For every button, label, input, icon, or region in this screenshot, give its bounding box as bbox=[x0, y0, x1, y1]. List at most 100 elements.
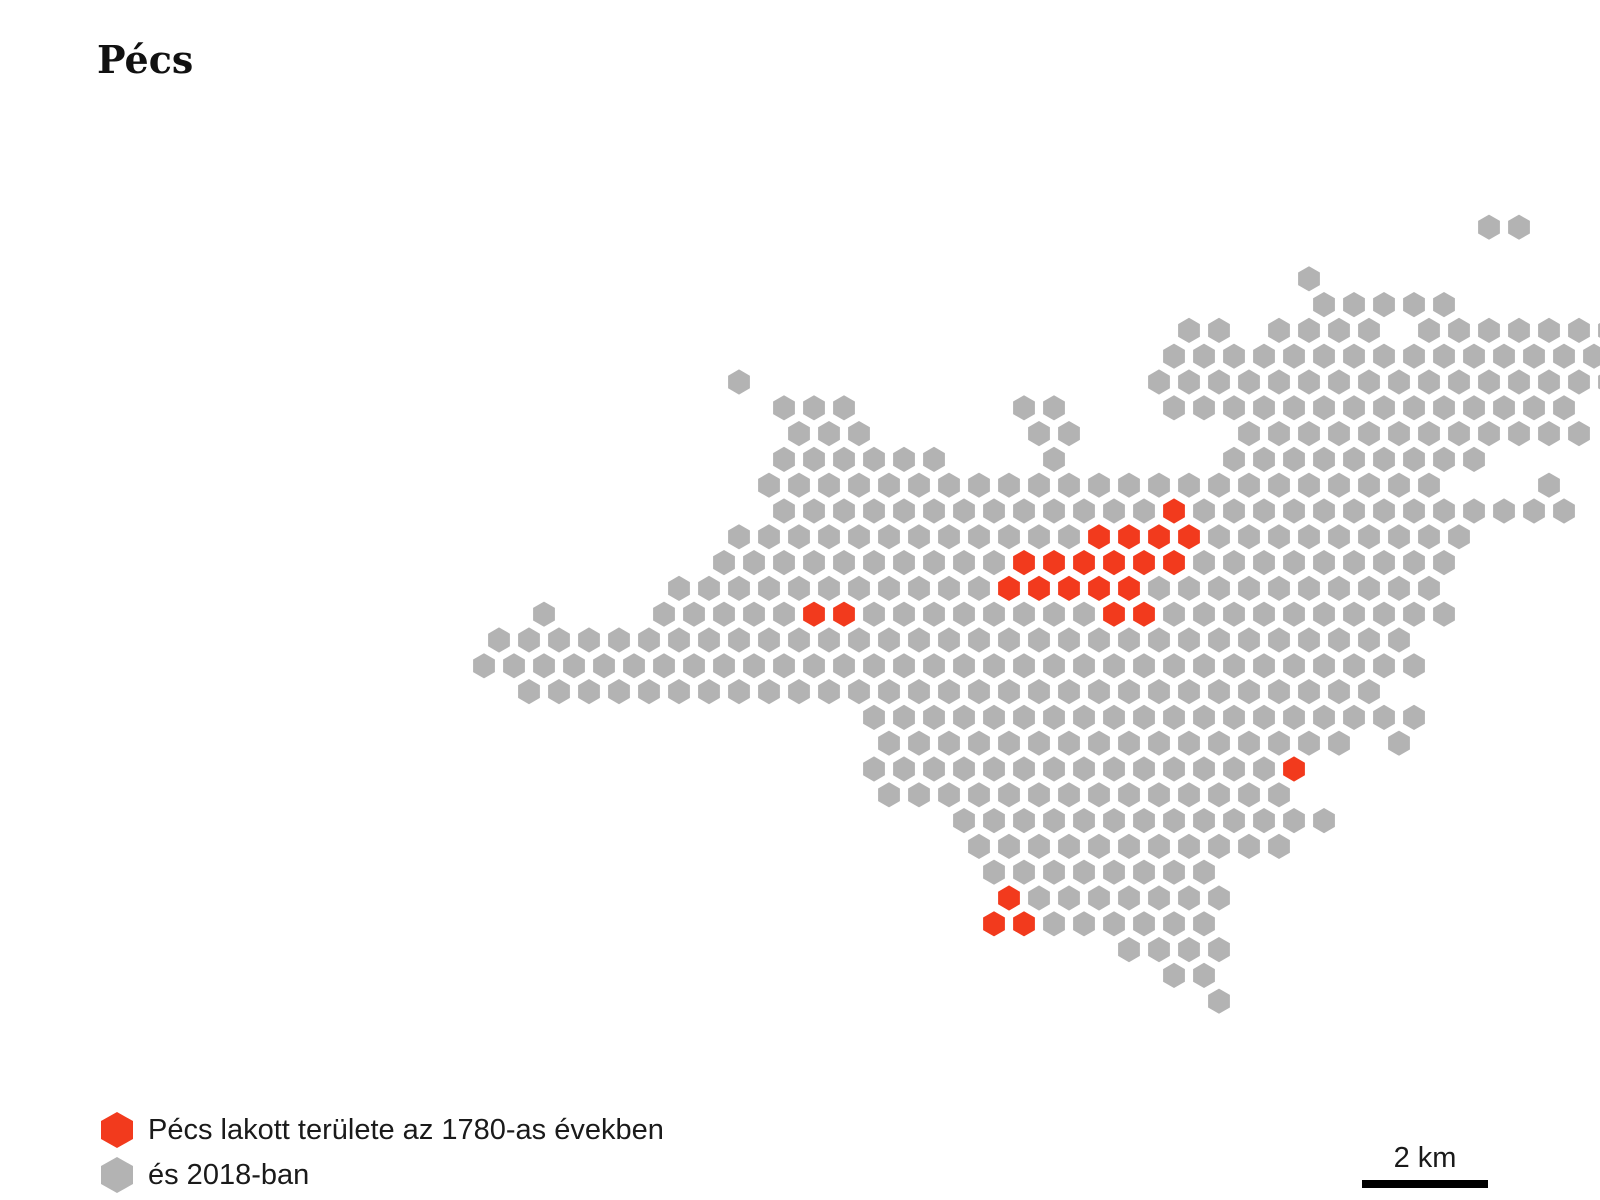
hex-cell-2018 bbox=[1283, 550, 1305, 576]
hex-cell-2018 bbox=[788, 575, 810, 601]
hex-cell-2018 bbox=[1298, 730, 1320, 756]
hex-cell-2018 bbox=[1043, 859, 1065, 885]
hex-cell-2018 bbox=[773, 550, 795, 576]
hex-cell-2018 bbox=[1343, 446, 1365, 472]
hex-cell-2018 bbox=[923, 446, 945, 472]
hex-cell-2018 bbox=[1088, 885, 1110, 911]
hex-cell-2018 bbox=[1493, 395, 1515, 421]
map-title: Pécs bbox=[97, 37, 194, 82]
hex-cell-2018 bbox=[1073, 601, 1095, 627]
hex-cell-2018 bbox=[1403, 498, 1425, 524]
hex-cell-2018 bbox=[1388, 524, 1410, 550]
hex-cell-2018 bbox=[1013, 808, 1035, 834]
hex-cell-2018 bbox=[533, 601, 555, 627]
hex-cell-2018 bbox=[1283, 498, 1305, 524]
hex-cell-2018 bbox=[968, 679, 990, 705]
hex-cell-2018 bbox=[1313, 395, 1335, 421]
hex-cell-1780s bbox=[1163, 550, 1185, 576]
hex-cell-2018 bbox=[968, 524, 990, 550]
hex-cell-2018 bbox=[863, 498, 885, 524]
hex-cell-2018 bbox=[1088, 833, 1110, 859]
hex-cell-2018 bbox=[1298, 472, 1320, 498]
hex-cell-1780s bbox=[1283, 756, 1305, 782]
hex-cell-2018 bbox=[1148, 369, 1170, 395]
hex-cell-2018 bbox=[1328, 421, 1350, 447]
hex-cell-1780s bbox=[1118, 524, 1140, 550]
hex-cell-2018 bbox=[1238, 524, 1260, 550]
hex-cell-2018 bbox=[1013, 498, 1035, 524]
hex-cell-2018 bbox=[1133, 911, 1155, 937]
hex-cell-2018 bbox=[848, 679, 870, 705]
hex-cell-2018 bbox=[878, 627, 900, 653]
hex-cell-2018 bbox=[908, 575, 930, 601]
hex-cell-2018 bbox=[968, 833, 990, 859]
hex-cell-2018 bbox=[1073, 704, 1095, 730]
hex-cell-2018 bbox=[1313, 446, 1335, 472]
hex-cell-2018 bbox=[1298, 369, 1320, 395]
hex-cell-2018 bbox=[1133, 808, 1155, 834]
hex-cell-2018 bbox=[1193, 859, 1215, 885]
hex-cell-2018 bbox=[803, 446, 825, 472]
hex-cell-2018 bbox=[1343, 550, 1365, 576]
hex-cell-2018 bbox=[1073, 756, 1095, 782]
hex-cell-1780s bbox=[1088, 524, 1110, 550]
hex-cell-2018 bbox=[1343, 601, 1365, 627]
hex-cell-2018 bbox=[1118, 730, 1140, 756]
hex-cell-2018 bbox=[758, 524, 780, 550]
hex-cell-2018 bbox=[968, 627, 990, 653]
hex-cell-2018 bbox=[1448, 317, 1470, 343]
hex-cell-2018 bbox=[1388, 575, 1410, 601]
hex-cell-2018 bbox=[1208, 369, 1230, 395]
hex-cell-2018 bbox=[1553, 498, 1575, 524]
hex-cell-2018 bbox=[1538, 421, 1560, 447]
hex-cell-2018 bbox=[683, 653, 705, 679]
hex-cell-1780s bbox=[1073, 550, 1095, 576]
hex-cell-2018 bbox=[1358, 627, 1380, 653]
hex-cell-2018 bbox=[1403, 446, 1425, 472]
hex-cell-2018 bbox=[1178, 730, 1200, 756]
hex-cell-2018 bbox=[1028, 833, 1050, 859]
hex-cell-2018 bbox=[908, 472, 930, 498]
hex-cell-2018 bbox=[1058, 472, 1080, 498]
hex-cell-2018 bbox=[728, 679, 750, 705]
hex-cell-1780s bbox=[1103, 550, 1125, 576]
hex-cell-2018 bbox=[1508, 214, 1530, 240]
hex-cell-2018 bbox=[1163, 653, 1185, 679]
hex-cell-2018 bbox=[1133, 498, 1155, 524]
hex-cell-2018 bbox=[803, 653, 825, 679]
hex-cell-2018 bbox=[1223, 550, 1245, 576]
hex-cell-2018 bbox=[1163, 962, 1185, 988]
hex-cell-2018 bbox=[713, 653, 735, 679]
hex-cell-2018 bbox=[1193, 343, 1215, 369]
hex-cell-2018 bbox=[713, 601, 735, 627]
hex-cell-2018 bbox=[1058, 679, 1080, 705]
hex-cell-2018 bbox=[1268, 730, 1290, 756]
hex-cell-2018 bbox=[968, 575, 990, 601]
hex-cell-2018 bbox=[1043, 808, 1065, 834]
hex-cell-2018 bbox=[533, 653, 555, 679]
hex-cell-2018 bbox=[1163, 704, 1185, 730]
hex-cell-2018 bbox=[1088, 472, 1110, 498]
hex-cell-2018 bbox=[1358, 524, 1380, 550]
hex-cell-2018 bbox=[1193, 550, 1215, 576]
hex-cell-2018 bbox=[923, 653, 945, 679]
hex-cell-2018 bbox=[1148, 782, 1170, 808]
hex-cell-2018 bbox=[848, 472, 870, 498]
hex-cell-2018 bbox=[1028, 730, 1050, 756]
hex-cell-2018 bbox=[548, 679, 570, 705]
hex-cell-2018 bbox=[1463, 343, 1485, 369]
hex-cell-2018 bbox=[998, 730, 1020, 756]
hex-cell-2018 bbox=[1268, 833, 1290, 859]
hex-cell-2018 bbox=[1163, 859, 1185, 885]
hex-cell-2018 bbox=[1418, 369, 1440, 395]
hex-cell-2018 bbox=[998, 627, 1020, 653]
hex-cell-2018 bbox=[1298, 627, 1320, 653]
hex-cell-2018 bbox=[1373, 292, 1395, 318]
hex-cell-2018 bbox=[1193, 653, 1215, 679]
hex-cell-2018 bbox=[1538, 317, 1560, 343]
hex-cell-2018 bbox=[1223, 756, 1245, 782]
hex-cell-2018 bbox=[938, 627, 960, 653]
hex-cell-2018 bbox=[878, 782, 900, 808]
hex-cell-2018 bbox=[1313, 704, 1335, 730]
